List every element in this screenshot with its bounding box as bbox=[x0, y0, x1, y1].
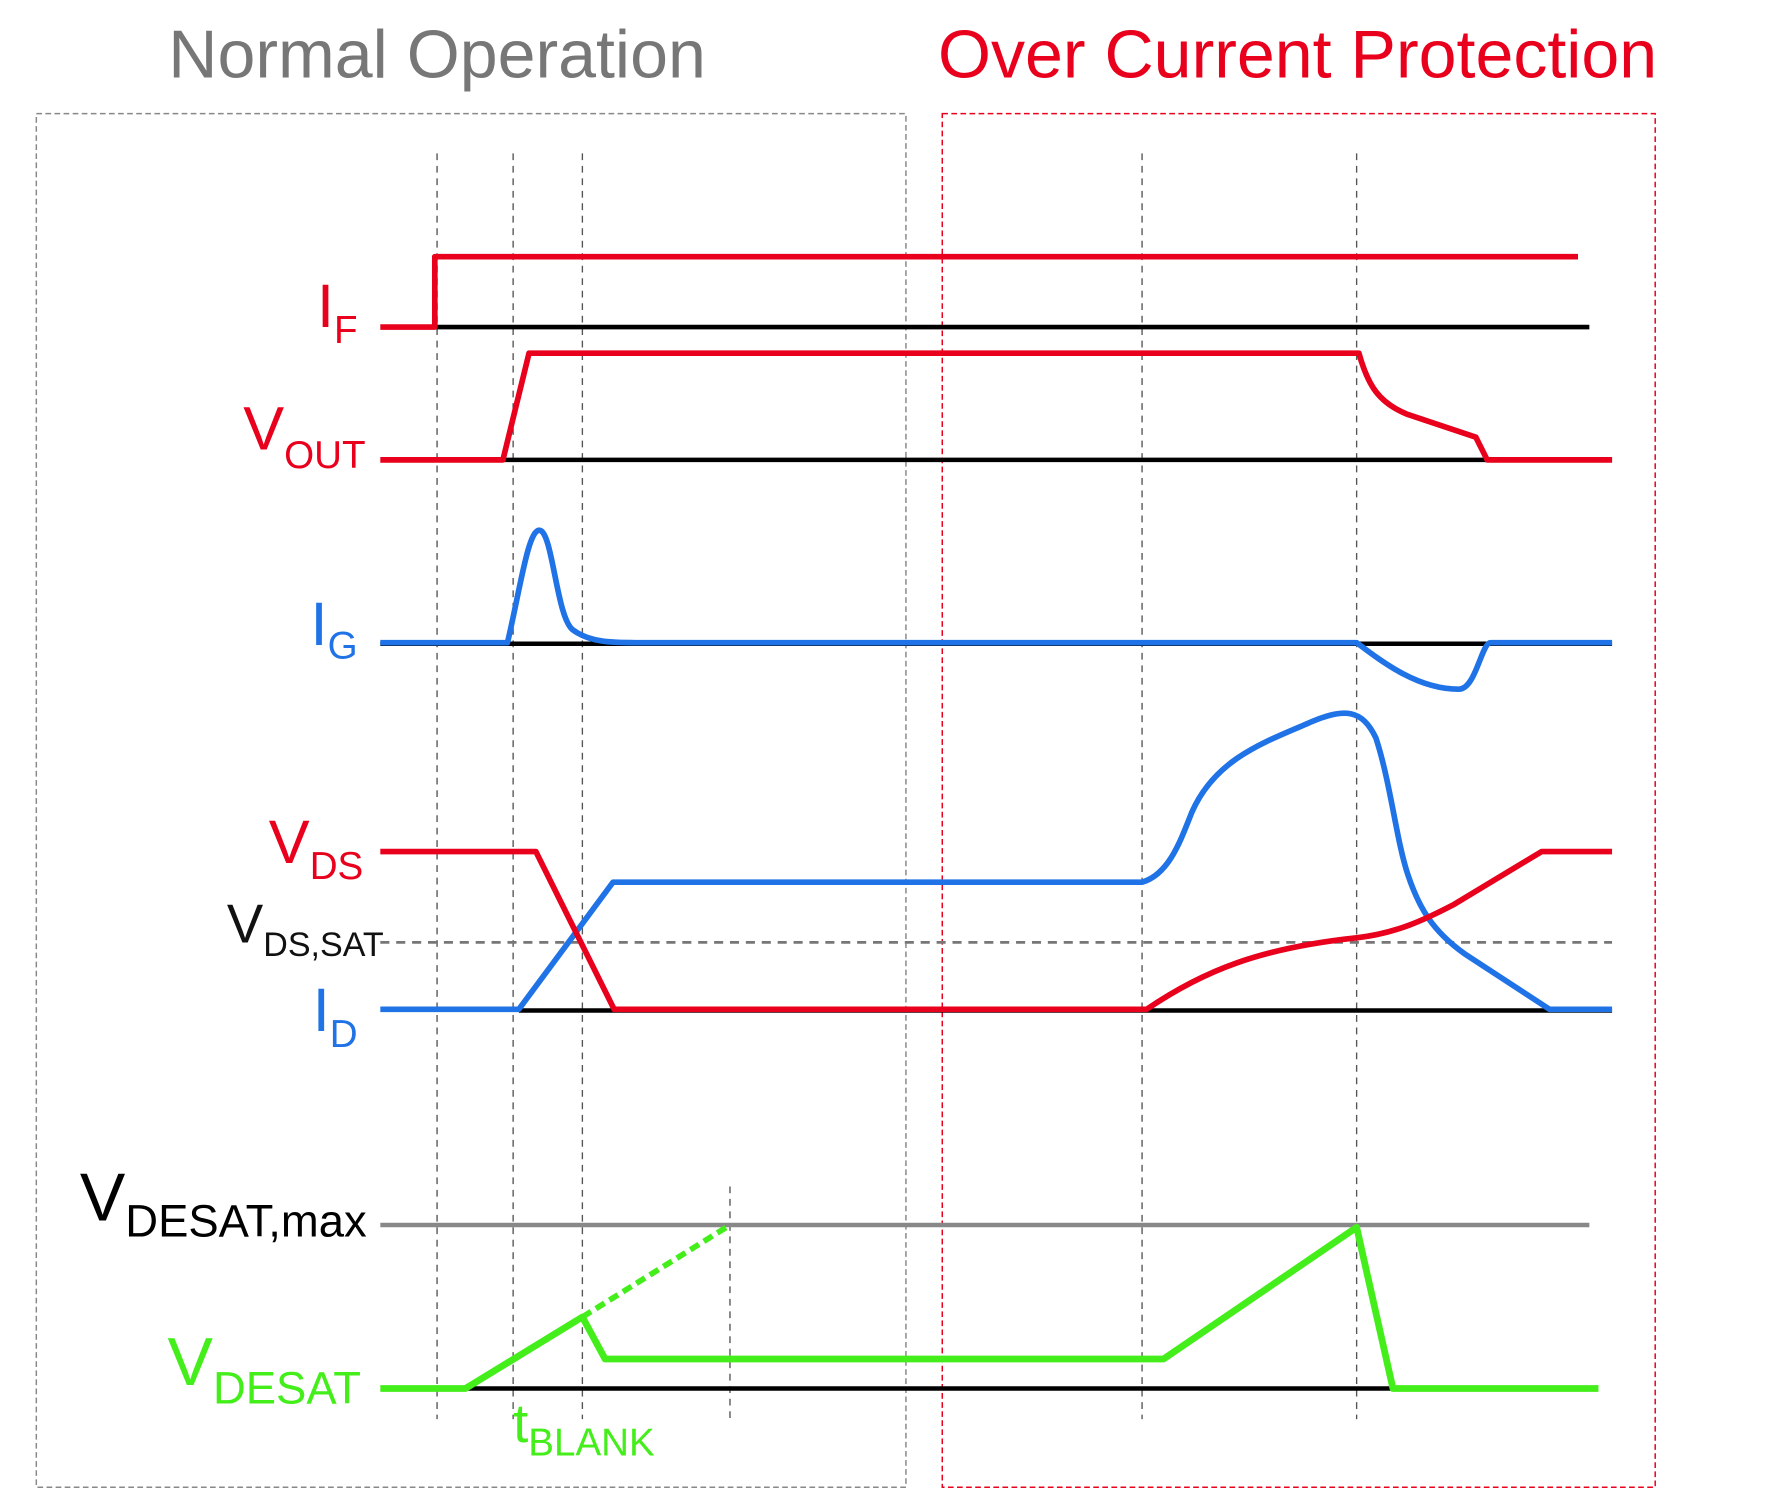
normal-operation-title: Normal Operation bbox=[168, 16, 706, 92]
if-label: IF bbox=[317, 272, 358, 352]
time-markers bbox=[436, 153, 1358, 1420]
id-trace bbox=[380, 710, 1613, 1013]
ig-trace bbox=[380, 527, 1613, 693]
ig-label: IG bbox=[311, 590, 358, 668]
vdesat-trace bbox=[380, 1223, 1599, 1392]
over-current-protection-title: Over Current Protection bbox=[938, 16, 1657, 92]
vds-trace bbox=[380, 848, 1613, 1013]
vout-label: VOUT bbox=[243, 395, 365, 477]
vdesat-blanking-projection bbox=[580, 1222, 732, 1320]
if-trace bbox=[380, 253, 1579, 330]
id-label: ID bbox=[313, 976, 358, 1056]
tblank-label: tBLANK bbox=[513, 1393, 655, 1465]
normal-operation-box bbox=[35, 112, 907, 1489]
vds-sat-label: VDS,SAT bbox=[227, 893, 384, 964]
ocp-box bbox=[941, 112, 1656, 1489]
vdesat-label: VDESAT bbox=[168, 1324, 361, 1413]
vds-label: VDS bbox=[269, 808, 363, 888]
vout-trace bbox=[380, 350, 1613, 463]
vdesat-max-label: VDESAT,max bbox=[80, 1159, 367, 1246]
